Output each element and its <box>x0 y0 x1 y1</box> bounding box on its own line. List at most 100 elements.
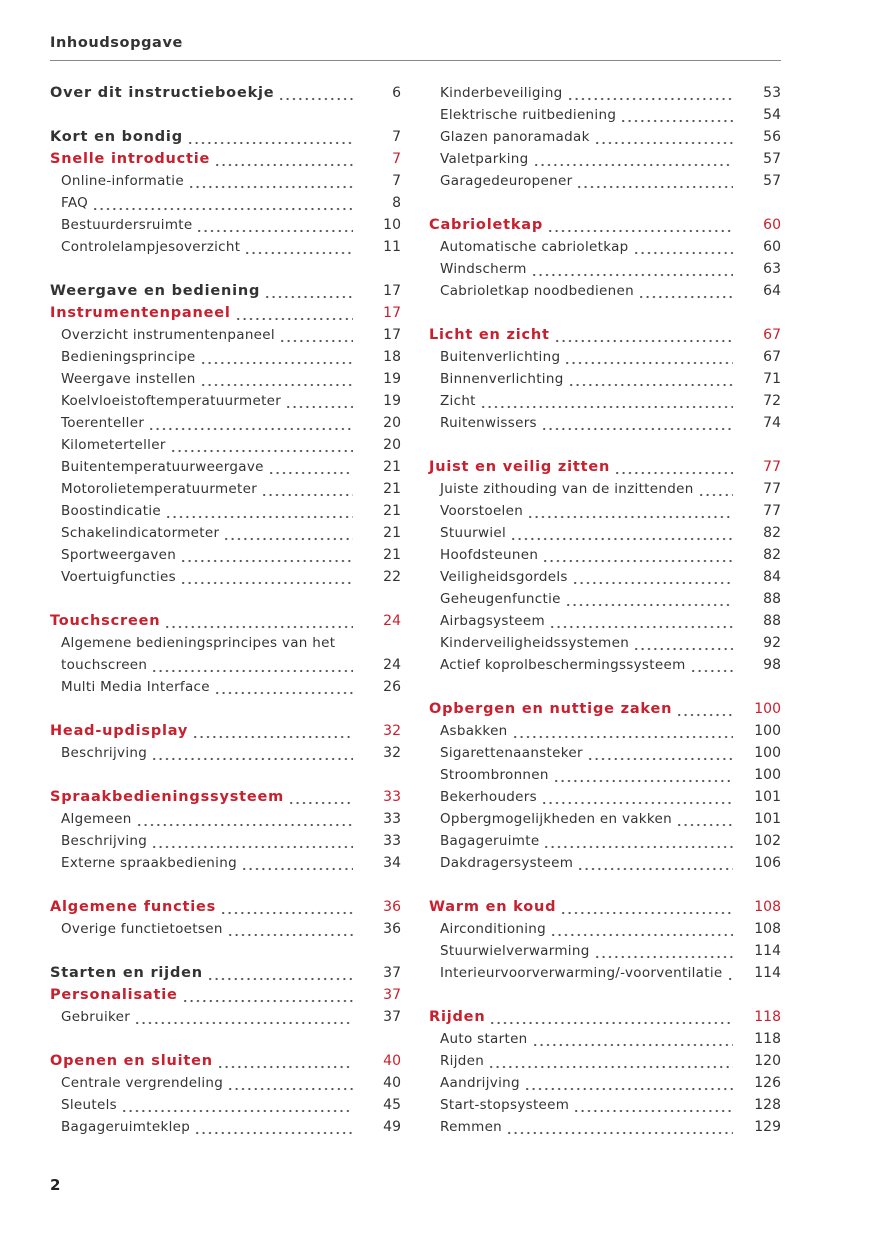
toc-section-heading[interactable]: Instrumentenpaneel 17 <box>50 302 401 324</box>
toc-entry[interactable]: Sportweergaven 21 <box>50 544 401 566</box>
toc-entry[interactable]: Rijden 120 <box>429 1050 781 1072</box>
toc-section-heading[interactable]: Snelle introductie 7 <box>50 148 401 170</box>
entry-title: Voertuigfuncties <box>61 569 176 585</box>
toc-entry[interactable]: Remmen 129 <box>429 1116 781 1138</box>
toc-entry[interactable]: Airbagsysteem 88 <box>429 610 781 632</box>
toc-entry[interactable]: Airconditioning 108 <box>429 918 781 940</box>
toc-section-heading[interactable]: Opbergen en nuttige zaken 100 <box>429 698 781 720</box>
toc-entry[interactable]: Kinderbeveiliging 53 <box>429 82 781 104</box>
toc-entry[interactable]: Buitenverlichting 67 <box>429 346 781 368</box>
toc-entry[interactable]: Binnenverlichting 71 <box>429 368 781 390</box>
toc-entry[interactable]: Bagageruimteklep 49 <box>50 1116 401 1138</box>
toc-entry[interactable]: Controlelampjesoverzicht 11 <box>50 236 401 258</box>
toc-entry[interactable]: Windscherm 63 <box>429 258 781 280</box>
toc-entry[interactable]: Boostindicatie 21 <box>50 500 401 522</box>
toc-entry[interactable]: Ruitenwissers 74 <box>429 412 781 434</box>
entry-title: Centrale vergrendeling <box>61 1075 224 1091</box>
toc-entry[interactable]: Online-informatie 7 <box>50 170 401 192</box>
toc-entry[interactable]: Asbakken 100 <box>429 720 781 742</box>
toc-entry[interactable]: Elektrische ruitbediening 54 <box>429 104 781 126</box>
toc-entry[interactable]: Actief koprolbeschermingssysteem 98 <box>429 654 781 676</box>
toc-entry[interactable]: Automatische cabrioletkap 60 <box>429 236 781 258</box>
toc-entry[interactable]: Algemeen 33 <box>50 808 401 830</box>
toc-entry[interactable]: Bekerhouders 101 <box>429 786 781 808</box>
toc-entry[interactable]: Buitentemperatuurweergave 21 <box>50 456 401 478</box>
toc-entry[interactable]: Bestuurdersruimte 10 <box>50 214 401 236</box>
toc-entry[interactable]: Stuurwielverwarming 114 <box>429 940 781 962</box>
toc-entry[interactable]: Externe spraakbediening 34 <box>50 852 401 874</box>
dot-leader <box>135 808 353 830</box>
toc-entry[interactable]: Voorstoelen 77 <box>429 500 781 522</box>
toc-entry[interactable]: Overzicht instrumentenpaneel 17 <box>50 324 401 346</box>
toc-chapter-heading[interactable]: Kort en bondig 7 <box>50 126 401 148</box>
toc-section-heading[interactable]: Algemene functies 36 <box>50 896 401 918</box>
toc-entry[interactable]: Voertuigfuncties 22 <box>50 566 401 588</box>
toc-entry[interactable]: Auto starten 118 <box>429 1028 781 1050</box>
dot-leader <box>489 1006 733 1028</box>
group-gap <box>429 874 781 896</box>
toc-section-heading[interactable]: Openen en sluiten 40 <box>50 1050 401 1072</box>
toc-entry[interactable]: Juiste zithouding van de inzittenden 77 <box>429 478 781 500</box>
toc-entry[interactable]: Schakelindicatormeter 21 <box>50 522 401 544</box>
toc-entry[interactable]: Aandrijving 126 <box>429 1072 781 1094</box>
toc-entry[interactable]: Kilometerteller 20 <box>50 434 401 456</box>
toc-entry[interactable]: Toerenteller 20 <box>50 412 401 434</box>
entry-title: Toerenteller <box>61 415 145 431</box>
toc-section-heading[interactable]: Spraakbedieningssysteem 33 <box>50 786 401 808</box>
toc-entry[interactable]: Motorolietemperatuurmeter 21 <box>50 478 401 500</box>
toc-entry[interactable]: Sigarettenaansteker 100 <box>429 742 781 764</box>
toc-chapter-heading[interactable]: Weergave en bediening 17 <box>50 280 401 302</box>
toc-section-heading[interactable]: Juist en veilig zitten 77 <box>429 456 781 478</box>
toc-entry[interactable]: Gebruiker 37 <box>50 1006 401 1028</box>
toc-entry[interactable]: Stroombronnen 100 <box>429 764 781 786</box>
entry-page: 37 <box>383 965 401 981</box>
toc-entry[interactable]: Weergave instellen 19 <box>50 368 401 390</box>
toc-section-heading[interactable]: Touchscreen 24 <box>50 610 401 632</box>
entry-page: 84 <box>763 569 781 585</box>
toc-entry[interactable]: Centrale vergrendeling 40 <box>50 1072 401 1094</box>
toc-entry[interactable]: Algemene bedieningsprincipes van het <box>50 632 401 654</box>
entry-page: 37 <box>383 1009 401 1025</box>
toc-section-heading[interactable]: Rijden 118 <box>429 1006 781 1028</box>
dot-leader <box>213 676 353 698</box>
toc-entry[interactable]: Beschrijving 32 <box>50 742 401 764</box>
toc-chapter-heading[interactable]: Starten en rijden 37 <box>50 962 401 984</box>
toc-entry[interactable]: Zicht 72 <box>429 390 781 412</box>
toc-entry[interactable]: Valetparking 57 <box>429 148 781 170</box>
toc-entry[interactable]: Stuurwiel 82 <box>429 522 781 544</box>
toc-entry[interactable]: Dakdragersysteem 106 <box>429 852 781 874</box>
toc-entry[interactable]: Garagedeuropener 57 <box>429 170 781 192</box>
toc-entry[interactable]: Start-stopsysteem 128 <box>429 1094 781 1116</box>
toc-section-heading[interactable]: Cabrioletkap 60 <box>429 214 781 236</box>
entry-page: 118 <box>754 1031 781 1047</box>
toc-entry[interactable]: Overige functietoetsen 36 <box>50 918 401 940</box>
toc-section-heading[interactable]: Licht en zicht 67 <box>429 324 781 346</box>
toc-entry[interactable]: Opbergmogelijkheden en vakken 101 <box>429 808 781 830</box>
toc-entry[interactable]: Bedieningsprincipe 18 <box>50 346 401 368</box>
toc-entry[interactable]: Bagageruimte 102 <box>429 830 781 852</box>
group-gap <box>429 676 781 698</box>
toc-section-heading[interactable]: Warm en koud 108 <box>429 896 781 918</box>
toc-entry[interactable]: touchscreen 24 <box>50 654 401 676</box>
entry-page: 82 <box>763 525 781 541</box>
entry-page: 77 <box>763 459 781 475</box>
toc-entry[interactable]: Koelvloeistoftemperatuurmeter 19 <box>50 390 401 412</box>
toc-chapter-heading[interactable]: Over dit instructieboekje 6 <box>50 82 401 104</box>
toc-entry[interactable]: Hoofdsteunen 82 <box>429 544 781 566</box>
toc-entry[interactable]: FAQ 8 <box>50 192 401 214</box>
toc-section-heading[interactable]: Personalisatie 37 <box>50 984 401 1006</box>
entry-title: Veiligheidsgordels <box>440 569 568 585</box>
toc-entry[interactable]: Kinderveiligheidssystemen 92 <box>429 632 781 654</box>
toc-entry[interactable]: Veiligheidsgordels 84 <box>429 566 781 588</box>
toc-entry[interactable]: Sleutels 45 <box>50 1094 401 1116</box>
entry-page: 32 <box>383 745 401 761</box>
toc-entry[interactable]: Cabrioletkap noodbedienen 64 <box>429 280 781 302</box>
toc-entry[interactable]: Glazen panoramadak 56 <box>429 126 781 148</box>
toc-entry[interactable]: Geheugenfunctie 88 <box>429 588 781 610</box>
toc-entry[interactable]: Interieurvoorverwarming/-voorventilatie 1… <box>429 962 781 984</box>
dot-leader <box>148 412 353 434</box>
toc-section-heading[interactable]: Head-updisplay 32 <box>50 720 401 742</box>
toc-entry[interactable]: Beschrijving 33 <box>50 830 401 852</box>
toc-entry[interactable]: Multi Media Interface 26 <box>50 676 401 698</box>
